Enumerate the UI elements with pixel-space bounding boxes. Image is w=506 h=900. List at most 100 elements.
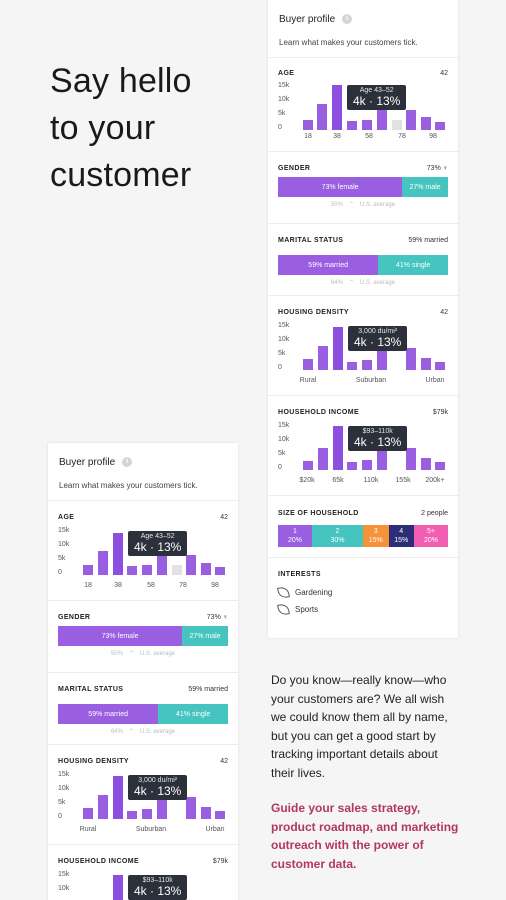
household-segment[interactable]: 5+ 20% (414, 525, 448, 547)
housing-bar[interactable] (303, 359, 313, 370)
caret-up-icon: ⌃ (128, 729, 134, 735)
housing-bar-highlight[interactable] (333, 327, 343, 370)
income-bar[interactable] (303, 461, 313, 470)
income-bar[interactable] (377, 446, 387, 470)
housing-bar[interactable] (421, 358, 431, 370)
x-tick: Suburban (135, 826, 167, 833)
age-bar[interactable] (362, 120, 372, 130)
income-bar[interactable] (421, 458, 431, 470)
female-segment[interactable]: 73% female (58, 626, 183, 646)
info-icon[interactable]: i (342, 14, 353, 24)
avg-value: 64% (110, 728, 123, 735)
y-tick: 0 (278, 364, 282, 371)
age-bar[interactable] (127, 566, 137, 575)
age-bar[interactable] (98, 551, 108, 575)
income-bar[interactable] (435, 462, 445, 470)
housing-value: 42 (440, 308, 448, 316)
interest-item[interactable]: Gardening (277, 586, 448, 599)
income-bar-highlight[interactable] (333, 426, 343, 470)
housing-bar[interactable] (377, 348, 387, 370)
housing-bar[interactable] (98, 795, 108, 819)
age-section: AGE 42 15k 10k 5k 0 Age 43–52 4k · 13% 18 … (48, 501, 238, 601)
x-tick: 200k+ (425, 477, 445, 484)
age-bar[interactable] (347, 121, 357, 130)
age-bar[interactable] (215, 567, 225, 575)
housing-bar[interactable] (215, 811, 225, 819)
interest-item[interactable]: Sports (277, 603, 448, 616)
age-bar[interactable] (201, 563, 211, 575)
housing-label: HOUSING DENSITY (58, 757, 129, 765)
age-bar[interactable] (317, 104, 327, 130)
housing-bar[interactable] (157, 797, 167, 819)
male-segment[interactable]: 27% male (182, 626, 228, 646)
female-segment[interactable]: 73% female (278, 177, 403, 197)
household-segment[interactable]: 3 15% (363, 525, 389, 547)
housing-bar[interactable] (142, 809, 152, 819)
buyer-profile-card-preview: Buyer profile i Learn what makes your cus… (48, 443, 238, 900)
married-segment[interactable]: 59% married (58, 704, 159, 724)
y-tick: 15k (58, 871, 70, 878)
age-tooltip: Age 43–52 4k · 13% (128, 531, 188, 556)
income-bar[interactable] (347, 462, 357, 470)
x-tick: 65k (332, 477, 344, 484)
marital-bar[interactable]: 59% married 41% single (278, 255, 448, 275)
housing-bar[interactable] (435, 362, 445, 370)
age-bar[interactable] (421, 117, 431, 130)
household-segment[interactable]: 2 30% (312, 525, 363, 547)
housing-bar[interactable] (362, 360, 372, 370)
age-tooltip: Age 43–52 4k · 13% (347, 85, 407, 110)
single-segment[interactable]: 41% single (158, 704, 228, 724)
gender-value: 73% ♀ (426, 164, 448, 172)
age-bar[interactable] (377, 102, 387, 130)
married-segment[interactable]: 59% married (278, 255, 379, 275)
x-tick: 38 (333, 133, 341, 140)
single-segment[interactable]: 41% single (378, 255, 448, 275)
age-bar[interactable] (406, 110, 416, 130)
x-tick: Urban (205, 826, 225, 833)
income-bar[interactable] (362, 460, 372, 470)
age-bar-highlight[interactable] (113, 533, 123, 575)
income-label: HOUSEHOLD INCOME (278, 408, 360, 416)
income-bar[interactable] (318, 448, 328, 470)
us-average: 64% ⌃ U.S. average (278, 279, 448, 287)
tooltip-label: 3,000 du/mi² (358, 328, 398, 335)
income-bar[interactable] (406, 448, 416, 470)
gender-bar[interactable]: 73% female 27% male (58, 626, 228, 646)
age-bar-highlight[interactable] (332, 85, 342, 130)
segment-percent: 20% (423, 537, 438, 544)
age-bar[interactable] (142, 565, 152, 575)
housing-bar[interactable] (318, 346, 328, 370)
housing-bar[interactable] (201, 807, 211, 819)
tooltip-value: 4k · 13% (134, 784, 182, 798)
gender-value: 73% ♀ (206, 613, 228, 621)
housing-bar-highlight[interactable] (113, 776, 123, 819)
age-bar[interactable] (186, 555, 196, 575)
gender-section: GENDER 73% ♀ 73% female 27% male 50% ⌃ U.S.… (48, 601, 238, 673)
household-segment[interactable]: 4 15% (388, 525, 414, 547)
housing-bar[interactable] (347, 362, 357, 370)
age-bar[interactable] (172, 565, 182, 575)
avg-label: U.S. average (360, 279, 396, 286)
info-icon[interactable]: i (122, 457, 133, 467)
avg-value: 64% (330, 279, 343, 286)
age-bar[interactable] (83, 565, 93, 575)
age-bar[interactable] (435, 122, 445, 130)
household-segment[interactable]: 1 20% (278, 525, 312, 547)
housing-section: HOUSING DENSITY 42 15k 10k 5k 0 3,000 du/… (268, 296, 458, 396)
age-bar[interactable] (392, 120, 402, 130)
housing-bar[interactable] (406, 348, 416, 370)
avg-label: U.S. average (140, 650, 176, 657)
marital-bar[interactable]: 59% married 41% single (58, 704, 228, 724)
housing-bar[interactable] (186, 797, 196, 819)
y-tick: 15k (278, 422, 290, 429)
age-bar[interactable] (303, 120, 313, 130)
gender-bar[interactable]: 73% female 27% male (278, 177, 448, 197)
x-tick: $20k (299, 477, 315, 484)
income-bar-highlight[interactable] (113, 875, 123, 900)
male-segment[interactable]: 27% male (402, 177, 448, 197)
age-bar[interactable] (157, 549, 167, 575)
leaf-icon (277, 586, 290, 599)
household-bar[interactable]: 1 20% 2 30% 3 15% 4 15% 5+ 20% (278, 525, 448, 547)
housing-bar[interactable] (83, 808, 93, 819)
housing-bar[interactable] (127, 811, 137, 819)
